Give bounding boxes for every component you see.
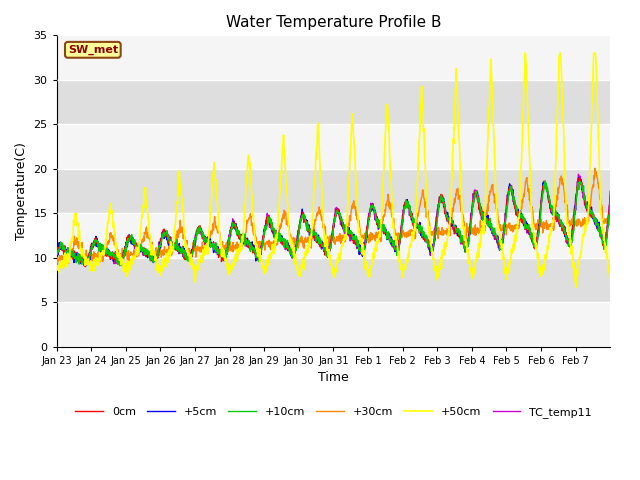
X-axis label: Time: Time — [318, 372, 349, 384]
Y-axis label: Temperature(C): Temperature(C) — [15, 142, 28, 240]
Bar — [57, 36, 610, 80]
Bar — [57, 80, 610, 124]
Text: SW_met: SW_met — [68, 45, 118, 55]
Title: Water Temperature Profile B: Water Temperature Profile B — [226, 15, 441, 30]
Bar — [57, 124, 610, 169]
Bar — [57, 169, 610, 214]
Bar — [57, 258, 610, 302]
Bar — [57, 214, 610, 258]
Legend: 0cm, +5cm, +10cm, +30cm, +50cm, TC_temp11: 0cm, +5cm, +10cm, +30cm, +50cm, TC_temp1… — [70, 402, 596, 422]
Bar — [57, 302, 610, 347]
